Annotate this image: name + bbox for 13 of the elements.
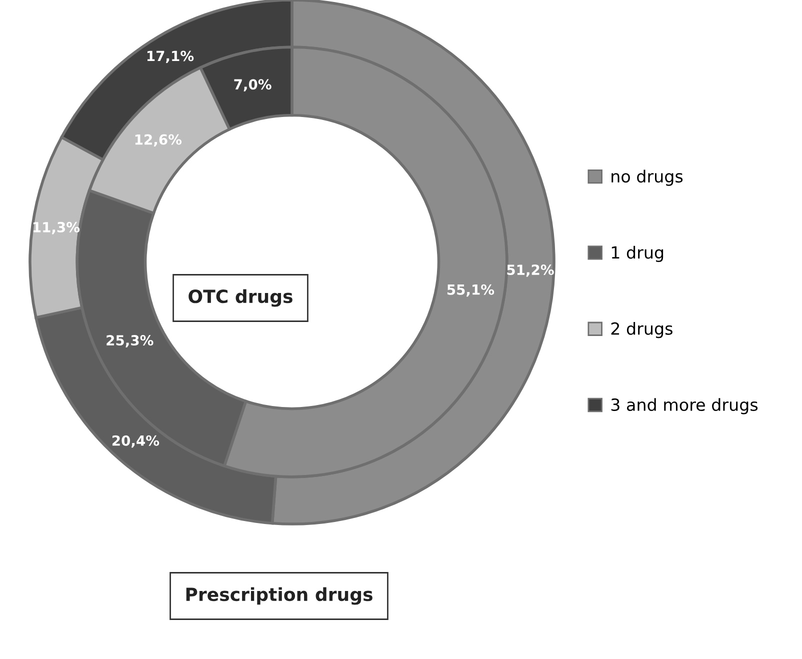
slice-label: Prescription drugs bbox=[186, 587, 372, 605]
legend-label: 3 and more drugs bbox=[611, 398, 758, 414]
legend-label: 2 drugs bbox=[611, 322, 672, 338]
data-label: 25,3% bbox=[106, 335, 154, 348]
slice-label: OTC drugs bbox=[188, 289, 292, 307]
data-label: 12,6% bbox=[135, 134, 182, 147]
data-label: 51,2% bbox=[507, 264, 554, 277]
legend-label: no drugs bbox=[612, 170, 683, 186]
data-label: 55,1% bbox=[447, 284, 494, 297]
data-label: 7,0% bbox=[234, 79, 272, 92]
legend-label: 1 drug bbox=[612, 246, 664, 262]
data-label: 20,4% bbox=[112, 435, 160, 448]
data-label: 17,1% bbox=[147, 50, 194, 63]
